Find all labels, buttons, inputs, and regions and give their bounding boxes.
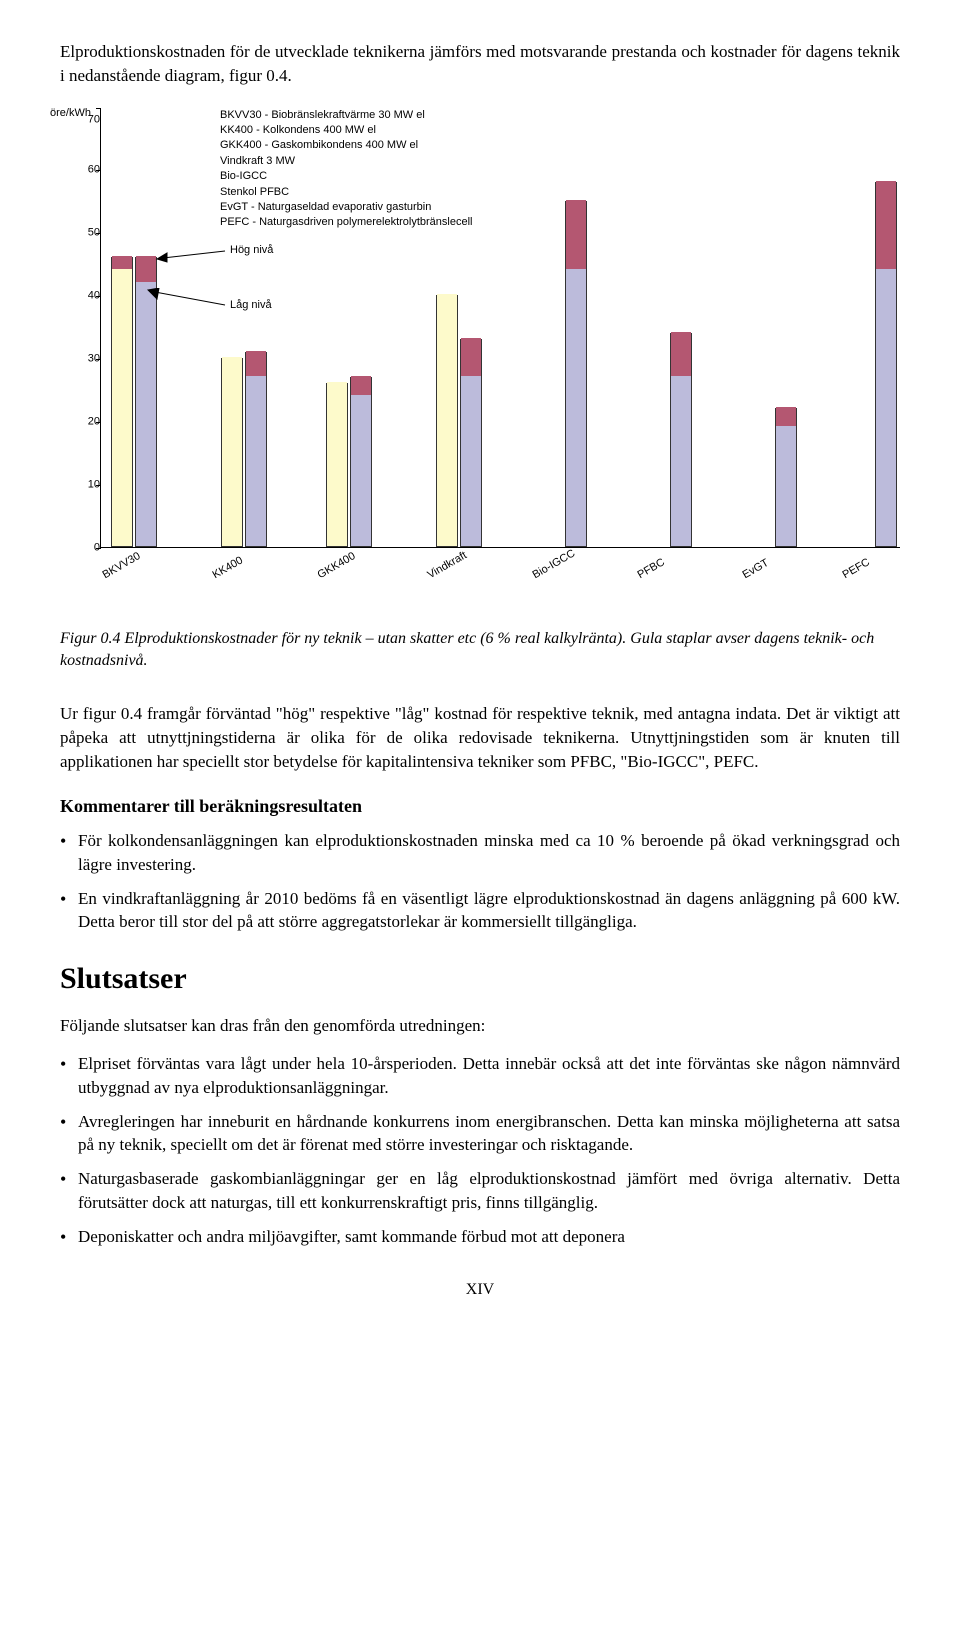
arrow-high	[155, 243, 230, 263]
annotation-low: Låg nivå	[230, 298, 272, 313]
x-tick-label: EvGT	[740, 556, 772, 583]
x-tick-label: KK400	[210, 553, 246, 583]
bar-today	[221, 358, 243, 547]
bar-new	[670, 333, 692, 547]
y-tick-mark	[96, 170, 101, 171]
chart-figure: öre/kWh 010203040506070 BKVV30 - Biobrän…	[60, 108, 900, 608]
x-tick-label: GKK400	[315, 549, 359, 583]
bar-today	[436, 295, 458, 546]
legend-line: PEFC - Naturgasdriven polymerelektrolytb…	[220, 215, 472, 230]
legend-line: Vindkraft 3 MW	[220, 154, 472, 169]
bar-new	[875, 182, 897, 547]
arrow-low	[145, 288, 230, 313]
x-tick-label: Vindkraft	[425, 548, 470, 583]
bar-new	[565, 201, 587, 547]
x-tick-label: BKVV30	[100, 549, 144, 583]
legend-line: GKK400 - Gaskombikondens 400 MW el	[220, 138, 472, 153]
figure-caption: Figur 0.4 Elproduktionskostnader för ny …	[60, 628, 900, 673]
list-item: Naturgasbaserade gaskombianläggningar ge…	[60, 1167, 900, 1215]
y-tick-label: 70	[88, 112, 100, 127]
y-axis-title: öre/kWh	[50, 106, 91, 121]
list-item: Deponiskatter och andra miljöavgifter, s…	[60, 1225, 900, 1249]
intro-paragraph: Elproduktionskostnaden för de utvecklade…	[60, 40, 900, 88]
y-axis: öre/kWh 010203040506070	[60, 108, 100, 548]
legend-line: BKVV30 - Biobränslekraftvärme 30 MW el	[220, 108, 472, 123]
list-item: Elpriset förväntas vara lågt under hela …	[60, 1052, 900, 1100]
y-tick-mark	[96, 422, 101, 423]
bar-new	[350, 377, 372, 547]
conclusions-list: Elpriset förväntas vara lågt under hela …	[60, 1052, 900, 1249]
x-tick-label: PEFC	[840, 555, 873, 583]
y-tick-mark	[96, 233, 101, 234]
comments-list: För kolkondensanläggningen kan elprodukt…	[60, 829, 900, 934]
bar-new	[245, 352, 267, 547]
x-axis-labels: BKVV30KK400GKK400VindkraftBio-IGCCPFBCEv…	[100, 550, 900, 600]
legend-line: Bio-IGCC	[220, 169, 472, 184]
y-tick-mark	[96, 359, 101, 360]
section-conclusions: Slutsatser	[60, 958, 900, 1000]
y-tick-mark	[96, 296, 101, 297]
body-para-1: Ur figur 0.4 framgår förväntad "hög" res…	[60, 702, 900, 773]
body-para-2: Följande slutsatser kan dras från den ge…	[60, 1014, 900, 1038]
bar-new	[460, 339, 482, 546]
bar-new	[775, 408, 797, 546]
legend-line: Stenkol PFBC	[220, 185, 472, 200]
legend-line: KK400 - Kolkondens 400 MW el	[220, 123, 472, 138]
y-tick-mark	[96, 548, 101, 549]
y-tick-mark	[96, 485, 101, 486]
legend-line: EvGT - Naturgaseldad evaporativ gasturbi…	[220, 200, 472, 215]
list-item: Avregleringen har inneburit en hårdnande…	[60, 1110, 900, 1158]
y-tick-mark	[96, 108, 101, 109]
annotation-high: Hög nivå	[230, 243, 273, 258]
subheading-comments: Kommentarer till beräkningsresultaten	[60, 794, 900, 819]
list-item: En vindkraftanläggning år 2010 bedöms få…	[60, 887, 900, 935]
x-tick-label: Bio-IGCC	[530, 546, 578, 583]
bar-today	[111, 257, 133, 546]
page-number: XIV	[60, 1279, 900, 1301]
x-tick-label: PFBC	[635, 555, 668, 583]
list-item: För kolkondensanläggningen kan elprodukt…	[60, 829, 900, 877]
bar-today	[326, 383, 348, 546]
chart-legend: BKVV30 - Biobränslekraftvärme 30 MW elKK…	[220, 108, 472, 231]
